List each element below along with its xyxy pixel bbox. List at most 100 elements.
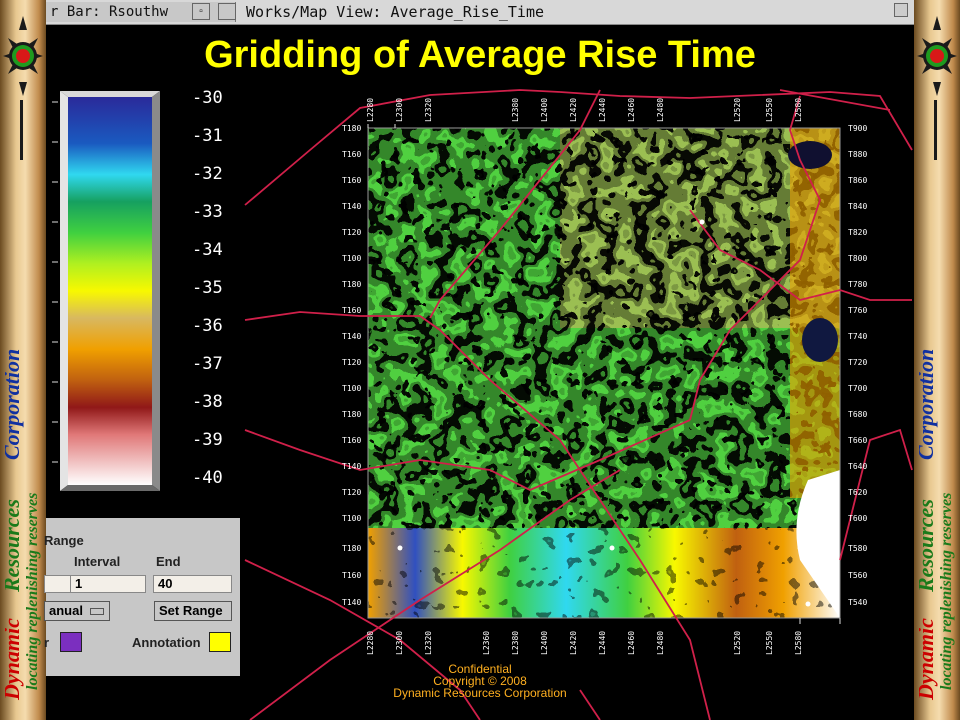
banner-word-dynamic: Dynamic: [5, 618, 24, 701]
well-marker: [817, 495, 823, 501]
well-marker: [797, 545, 803, 551]
top-axis-label: L2460: [627, 98, 636, 122]
right-axis-labels: T900 T880 T860 T840 T820 T800 T780 T760 …: [848, 124, 867, 607]
color-bar-label: -38: [192, 392, 223, 412]
bottom-axis-label: L2300: [395, 631, 404, 655]
range-mode-value: anual: [49, 603, 83, 618]
window-title-bar: r Bar: Rsouthw ▫ Works/Map View: Average…: [46, 0, 914, 25]
left-axis-label: T160: [342, 436, 361, 445]
right-axis-label: T700: [848, 384, 867, 393]
well-marker: [823, 515, 829, 521]
set-range-button[interactable]: Set Range: [154, 601, 232, 621]
county-boundaries: [244, 89, 913, 720]
color-bar-label: -34: [192, 240, 223, 260]
right-axis-label: T900: [848, 124, 867, 133]
bottom-axis-label: L2280: [366, 631, 375, 655]
banner-divider: [20, 100, 23, 160]
well-marker: [699, 219, 705, 225]
right-axis-label: T560: [848, 571, 867, 580]
interval-field[interactable]: 1: [70, 575, 146, 593]
left-axis-label: T140: [342, 202, 361, 211]
right-axis-label: T720: [848, 358, 867, 367]
left-axis-label: T140: [342, 332, 361, 341]
right-axis-label: T760: [848, 306, 867, 315]
left-axis-label: T120: [342, 358, 361, 367]
bottom-axis-label: L2580: [794, 631, 803, 655]
top-axis-label: L2580: [794, 98, 803, 122]
bottom-axis-label: L2480: [656, 631, 665, 655]
banner-divider: [934, 100, 937, 160]
top-axis-label: L2520: [733, 98, 742, 122]
color-bar-labels: -30 -31 -32 -33 -34 -35 -36 -37 -38 -39 …: [192, 88, 242, 508]
right-brand-banner: Dynamic Resources Corporation locating r…: [914, 0, 960, 720]
left-axis-label: T180: [342, 410, 361, 419]
window-minimize-button[interactable]: [218, 3, 236, 20]
annotation-color-swatch[interactable]: [209, 632, 231, 652]
well-markers: [397, 219, 829, 607]
end-label: End: [156, 554, 181, 569]
interval-label: Interval: [74, 554, 121, 569]
bottom-axis-label: L2520: [733, 631, 742, 655]
color-bar-label: -31: [192, 126, 223, 146]
top-axis-label: L2480: [656, 98, 665, 122]
confidential-notice: Confidential: [448, 662, 512, 676]
compass-logo-icon: [3, 16, 43, 96]
gridded-surface: [368, 128, 840, 618]
left-axis-label: T160: [342, 176, 361, 185]
color-bar-label: -35: [192, 278, 223, 298]
left-axis-labels: T180 T160 T160 T140 T120 T100 T180 T160 …: [342, 124, 361, 607]
annotation-color-label: Annotation: [132, 635, 201, 650]
top-axis-labels: L2280 L2300 L2320 L2380 L2400 L2420 L244…: [366, 98, 803, 122]
bottom-axis-labels: L2280 L2300 L2320 L2360 L2380 L2400 L242…: [366, 631, 803, 655]
end-field[interactable]: 40: [153, 575, 232, 593]
left-axis-label: T160: [342, 150, 361, 159]
dropdown-indicator-icon: [89, 608, 104, 616]
color-bar-label: -30: [192, 88, 223, 108]
bottom-axis-label: L2320: [424, 631, 433, 655]
bottom-axis-label: L2440: [598, 631, 607, 655]
color-bar-label: -37: [192, 354, 223, 374]
map-tick-marks: [367, 124, 841, 624]
right-axis-label: T740: [848, 332, 867, 341]
window-menu-button[interactable]: ▫: [192, 3, 210, 20]
well-marker: [397, 545, 403, 551]
right-axis-label: T620: [848, 488, 867, 497]
banner-word-resources: Resources: [919, 499, 938, 593]
left-axis-label: T100: [342, 254, 361, 263]
banner-word-corporation: Corporation: [919, 349, 938, 460]
left-axis-label: T140: [342, 462, 361, 471]
bottom-axis-label: L2460: [627, 631, 636, 655]
left-axis-label: T160: [342, 306, 361, 315]
range-mode-dropdown[interactable]: anual: [44, 601, 110, 621]
color-bar-label: -32: [192, 164, 223, 184]
color-bar-window-title[interactable]: r Bar: Rsouthw: [46, 2, 236, 22]
banner-word-resources: Resources: [5, 499, 24, 593]
bottom-axis-label: L2360: [482, 631, 491, 655]
bottom-axis-label: L2400: [540, 631, 549, 655]
map-view-window-title[interactable]: Works/Map View: Average_Rise_Time: [246, 3, 545, 21]
left-axis-label: T120: [342, 228, 361, 237]
map-frame: [367, 127, 841, 619]
compass-logo-icon: [917, 16, 957, 96]
border-color-swatch[interactable]: [60, 632, 82, 652]
border-color-label: r: [44, 635, 50, 650]
color-bar-label: -40: [192, 468, 223, 488]
well-marker: [609, 545, 615, 551]
right-axis-label: T640: [848, 462, 867, 471]
window-close-button[interactable]: [894, 3, 908, 17]
top-axis-label: L2440: [598, 98, 607, 122]
top-axis-label: L2320: [424, 98, 433, 122]
right-axis-label: T840: [848, 202, 867, 211]
left-axis-label: T140: [342, 598, 361, 607]
right-axis-label: T660: [848, 436, 867, 445]
bottom-axis-label: L2550: [765, 631, 774, 655]
bottom-axis-label: L2420: [569, 631, 578, 655]
left-axis-label: T180: [342, 544, 361, 553]
left-axis-label: T180: [342, 280, 361, 289]
right-axis-label: T820: [848, 228, 867, 237]
bottom-axis-label: L2380: [511, 631, 520, 655]
left-brand-banner: Dynamic Resources Corporation locating r…: [0, 0, 46, 720]
left-axis-label: T160: [342, 571, 361, 580]
top-axis-label: L2380: [511, 98, 520, 122]
